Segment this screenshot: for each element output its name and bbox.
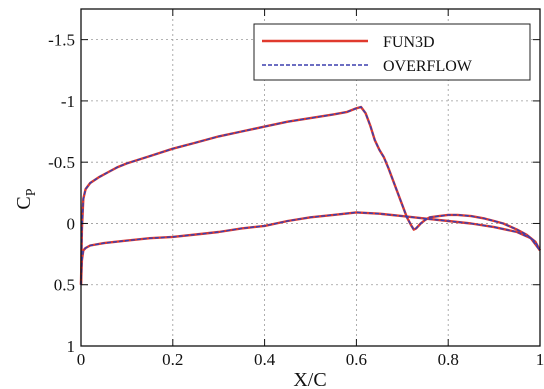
y-axis-title-main: C [13,196,35,209]
series-lines [79,105,542,285]
x-tick-label: 0.6 [346,350,367,369]
x-tick-label: 0.2 [162,350,183,369]
legend-label-fun3d: FUN3D [383,34,435,51]
y-tick-label: -0.5 [48,153,75,172]
x-tick-label: 0.4 [254,350,276,369]
plot-frame [80,8,541,347]
axis-ticks [80,9,541,347]
x-axis-title: X/C [293,369,326,389]
x-tick-label: 1 [536,350,544,369]
y-tick-label: 0 [67,214,76,233]
series-line-overflow-upper [80,106,541,285]
y-tick-label: 1 [67,337,76,356]
x-tick-label: 0 [77,350,86,369]
y-tick-label: -1 [61,92,75,111]
series-line-overflow-lower [80,211,541,285]
y-axis-title-sub: P [24,188,39,196]
x-tick-label: 0.8 [438,350,459,369]
series-line-fun3d-upper [79,105,542,285]
svg-text:CP: CP [13,188,39,209]
legend-box [253,23,531,81]
y-tick-label: -1.5 [48,31,75,50]
y-tick-label: 0.5 [54,276,75,295]
legend-label-overflow: OVERFLOW [383,58,473,75]
y-axis-title: CP [13,188,39,209]
tick-labels: 0 0.2 0.4 0.6 0.8 1 -1.5 -1 -0.5 0 0.5 1 [48,31,544,369]
legend: FUN3D OVERFLOW [253,23,531,81]
